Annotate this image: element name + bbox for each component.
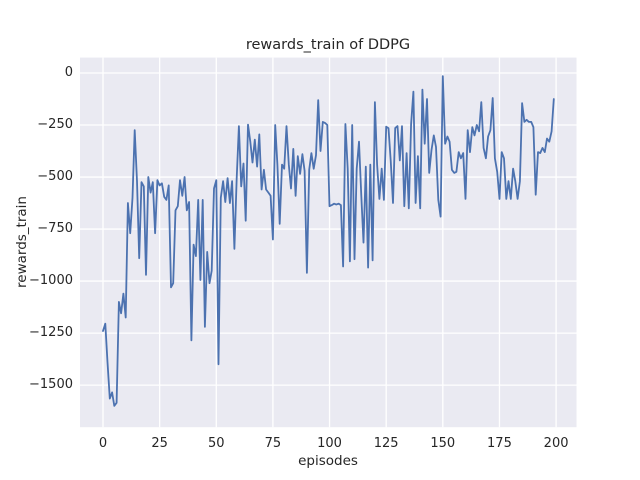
x-tick-label: 50: [207, 436, 225, 451]
axes-background: [80, 57, 577, 428]
x-tick-label: 150: [430, 436, 456, 451]
y-tick-label: −250: [37, 117, 73, 133]
x-tick-label: 0: [98, 436, 108, 451]
y-tick-label: −750: [37, 221, 73, 237]
y-tick-label: 0: [64, 65, 73, 80]
y-tick-label: −1250: [29, 325, 73, 341]
chart-title: rewards_train of DDPG: [245, 37, 411, 53]
reward-line-series: [102, 75, 555, 407]
y-axis-label: rewards_train: [14, 196, 30, 288]
x-tick-label: 25: [151, 436, 168, 451]
x-axis-label: episodes: [298, 453, 358, 469]
x-tick-label: 175: [487, 436, 512, 451]
x-tick-label: 100: [317, 436, 342, 451]
y-tick-label: −1000: [29, 273, 73, 289]
x-tick-label: 125: [373, 436, 399, 451]
y-tick-label: −1500: [29, 377, 73, 393]
x-tick-label: 75: [264, 436, 282, 451]
x-tick-label: 200: [543, 436, 569, 451]
gridlines: [80, 57, 577, 428]
y-tick-label: −500: [37, 169, 73, 185]
